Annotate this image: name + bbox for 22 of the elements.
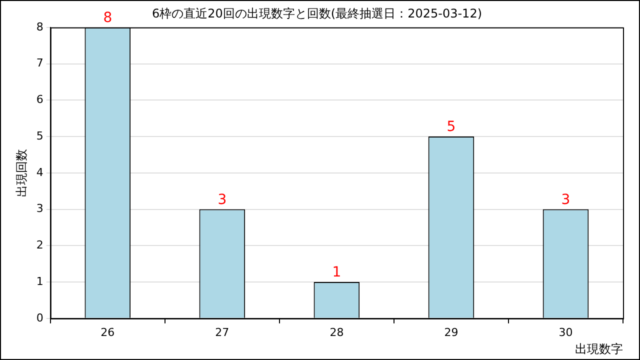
data-label: 8 xyxy=(103,10,112,26)
x-tick-label: 28 xyxy=(330,326,344,339)
y-tick-label: 0 xyxy=(36,311,44,324)
data-label: 1 xyxy=(332,264,342,281)
y-tick-label: 5 xyxy=(36,129,44,142)
y-axis-title: 出現回数 xyxy=(14,148,28,197)
x-axis-title: 出現数字 xyxy=(575,342,623,356)
y-tick-label: 1 xyxy=(36,274,44,288)
data-label: 3 xyxy=(561,192,570,208)
y-tick-label: 6 xyxy=(36,93,44,106)
y-tick-label: 4 xyxy=(36,166,44,179)
y-tick-label: 2 xyxy=(36,238,44,252)
data-label: 3 xyxy=(218,192,227,208)
y-tick-label: 3 xyxy=(36,202,44,216)
x-tick-label: 29 xyxy=(444,326,458,339)
y-tick-label: 8 xyxy=(36,20,44,34)
x-tick-label: 30 xyxy=(558,326,573,339)
data-label: 5 xyxy=(446,119,456,136)
y-tick-label: 7 xyxy=(36,56,44,70)
x-tick-label: 26 xyxy=(100,326,115,339)
chart-title: 6枠の直近20回の出現数字と回数(最終抽選日：2025-03-12) xyxy=(152,6,482,20)
x-tick-label: 27 xyxy=(215,326,230,339)
